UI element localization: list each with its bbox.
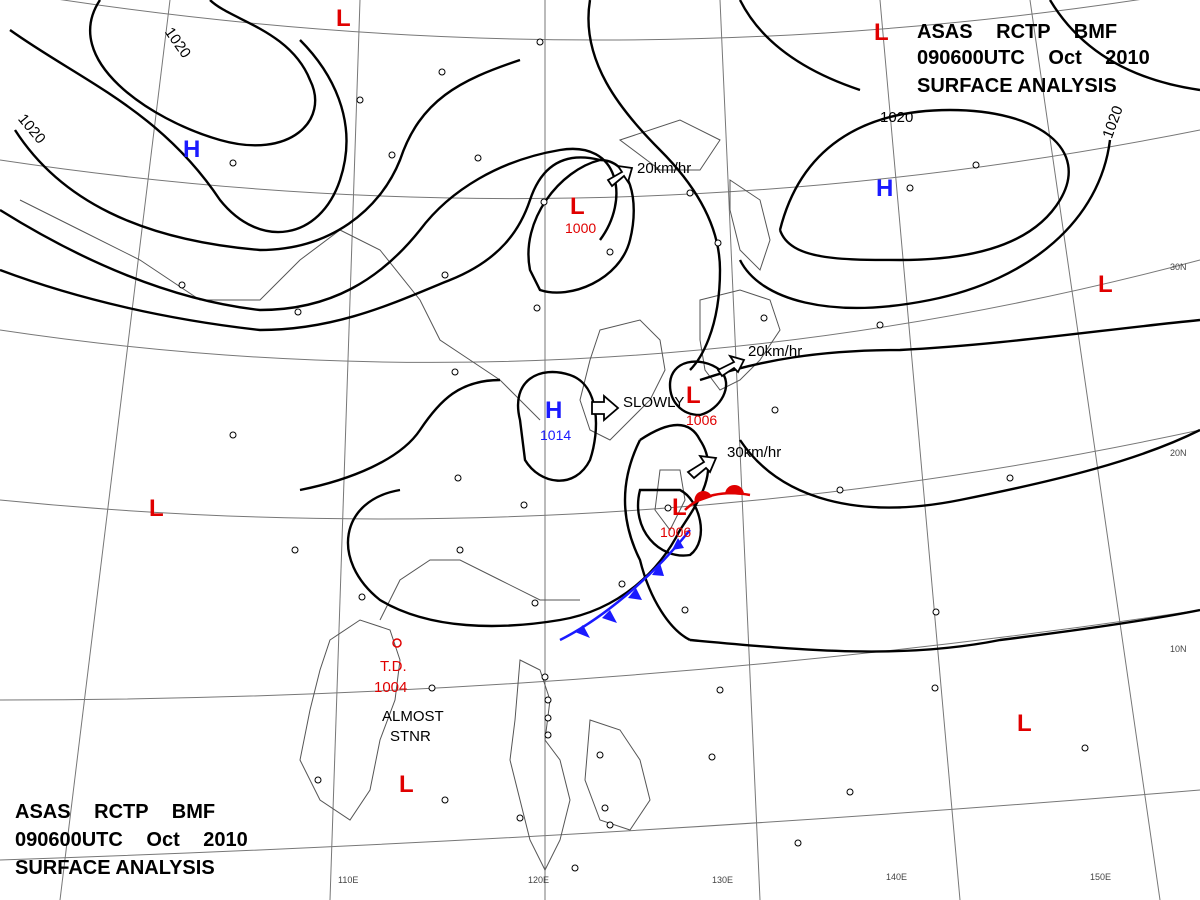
low-pressure-value: 1006 [686,412,717,428]
longitude-label: 110E [338,875,358,885]
title-top-line3: SURFACE ANALYSIS [917,75,1117,97]
low-symbol: L [399,771,414,798]
motion-label: 20km/hr [637,160,691,177]
td-pressure-value: 1004 [374,679,407,696]
low-pressure-value: 1006 [660,524,691,540]
title-top: ASAS RCTP BMF 090600UTC Oct 2010 SURFACE… [917,21,1150,97]
isobar-label: 1020 [1099,104,1126,141]
low-symbol: L [1098,271,1113,298]
motion-label: 20km/hr [748,343,802,360]
longitude-label: 150E [1090,872,1111,882]
low-pressure-value: 1000 [565,220,596,236]
low-symbol: L [570,193,585,220]
longitude-lines [59,0,1161,900]
warm-front [684,484,751,511]
low-symbol: L [149,495,164,522]
low-symbol: L [874,19,889,46]
isobar-label: 1020 [161,24,194,61]
isobar-label: 1020 [14,111,48,147]
isobar-label: 1020 [880,109,913,126]
longitude-label: 140E [886,872,907,882]
title-top-line1: ASAS RCTP BMF [917,21,1117,43]
coastlines [19,119,781,872]
high-symbol: H [545,397,562,424]
isobars [0,0,1200,653]
motion-label: ALMOST [382,708,444,725]
latitude-lines [0,0,1200,861]
motion-labels: 20km/hr 20km/hr 30km/hr SLOWLY ALMOST ST… [382,160,802,745]
longitude-label: 120E [528,875,549,885]
station-markers [178,38,1089,872]
high-symbol: H [876,175,893,202]
latitude-label: 10N [1170,644,1187,654]
low-symbol: L [686,382,701,409]
title-bottom-line2: 090600UTC Oct 2010 [15,829,248,851]
motion-arrows [591,164,746,480]
pressure-systems: H H H 1014 L 1000 L 1006 L 1006 T.D. 100… [149,5,1113,798]
high-pressure-value: 1014 [540,427,571,443]
title-bottom-line1: ASAS RCTP BMF [15,801,215,823]
latitude-label: 30N [1170,262,1187,272]
longitude-label: 130E [712,875,733,885]
title-bottom-line3: SURFACE ANALYSIS [15,857,215,879]
motion-label: STNR [390,728,431,745]
td-label: T.D. [380,658,407,675]
tropical-depression-icon [392,638,402,648]
high-symbol: H [183,136,200,163]
low-symbol: L [1017,710,1032,737]
low-symbol: L [336,5,351,32]
title-bottom: ASAS RCTP BMF 090600UTC Oct 2010 SURFACE… [15,801,248,879]
graticule-labels: 110E 120E 130E 140E 150E 30N 20N 10N [338,262,1187,885]
title-top-line2: 090600UTC Oct 2010 [917,47,1150,69]
latitude-label: 20N [1170,448,1187,458]
motion-label: 30km/hr [727,444,781,461]
motion-label: SLOWLY [623,394,684,411]
low-symbol: L [672,494,687,521]
cold-front [559,529,691,642]
